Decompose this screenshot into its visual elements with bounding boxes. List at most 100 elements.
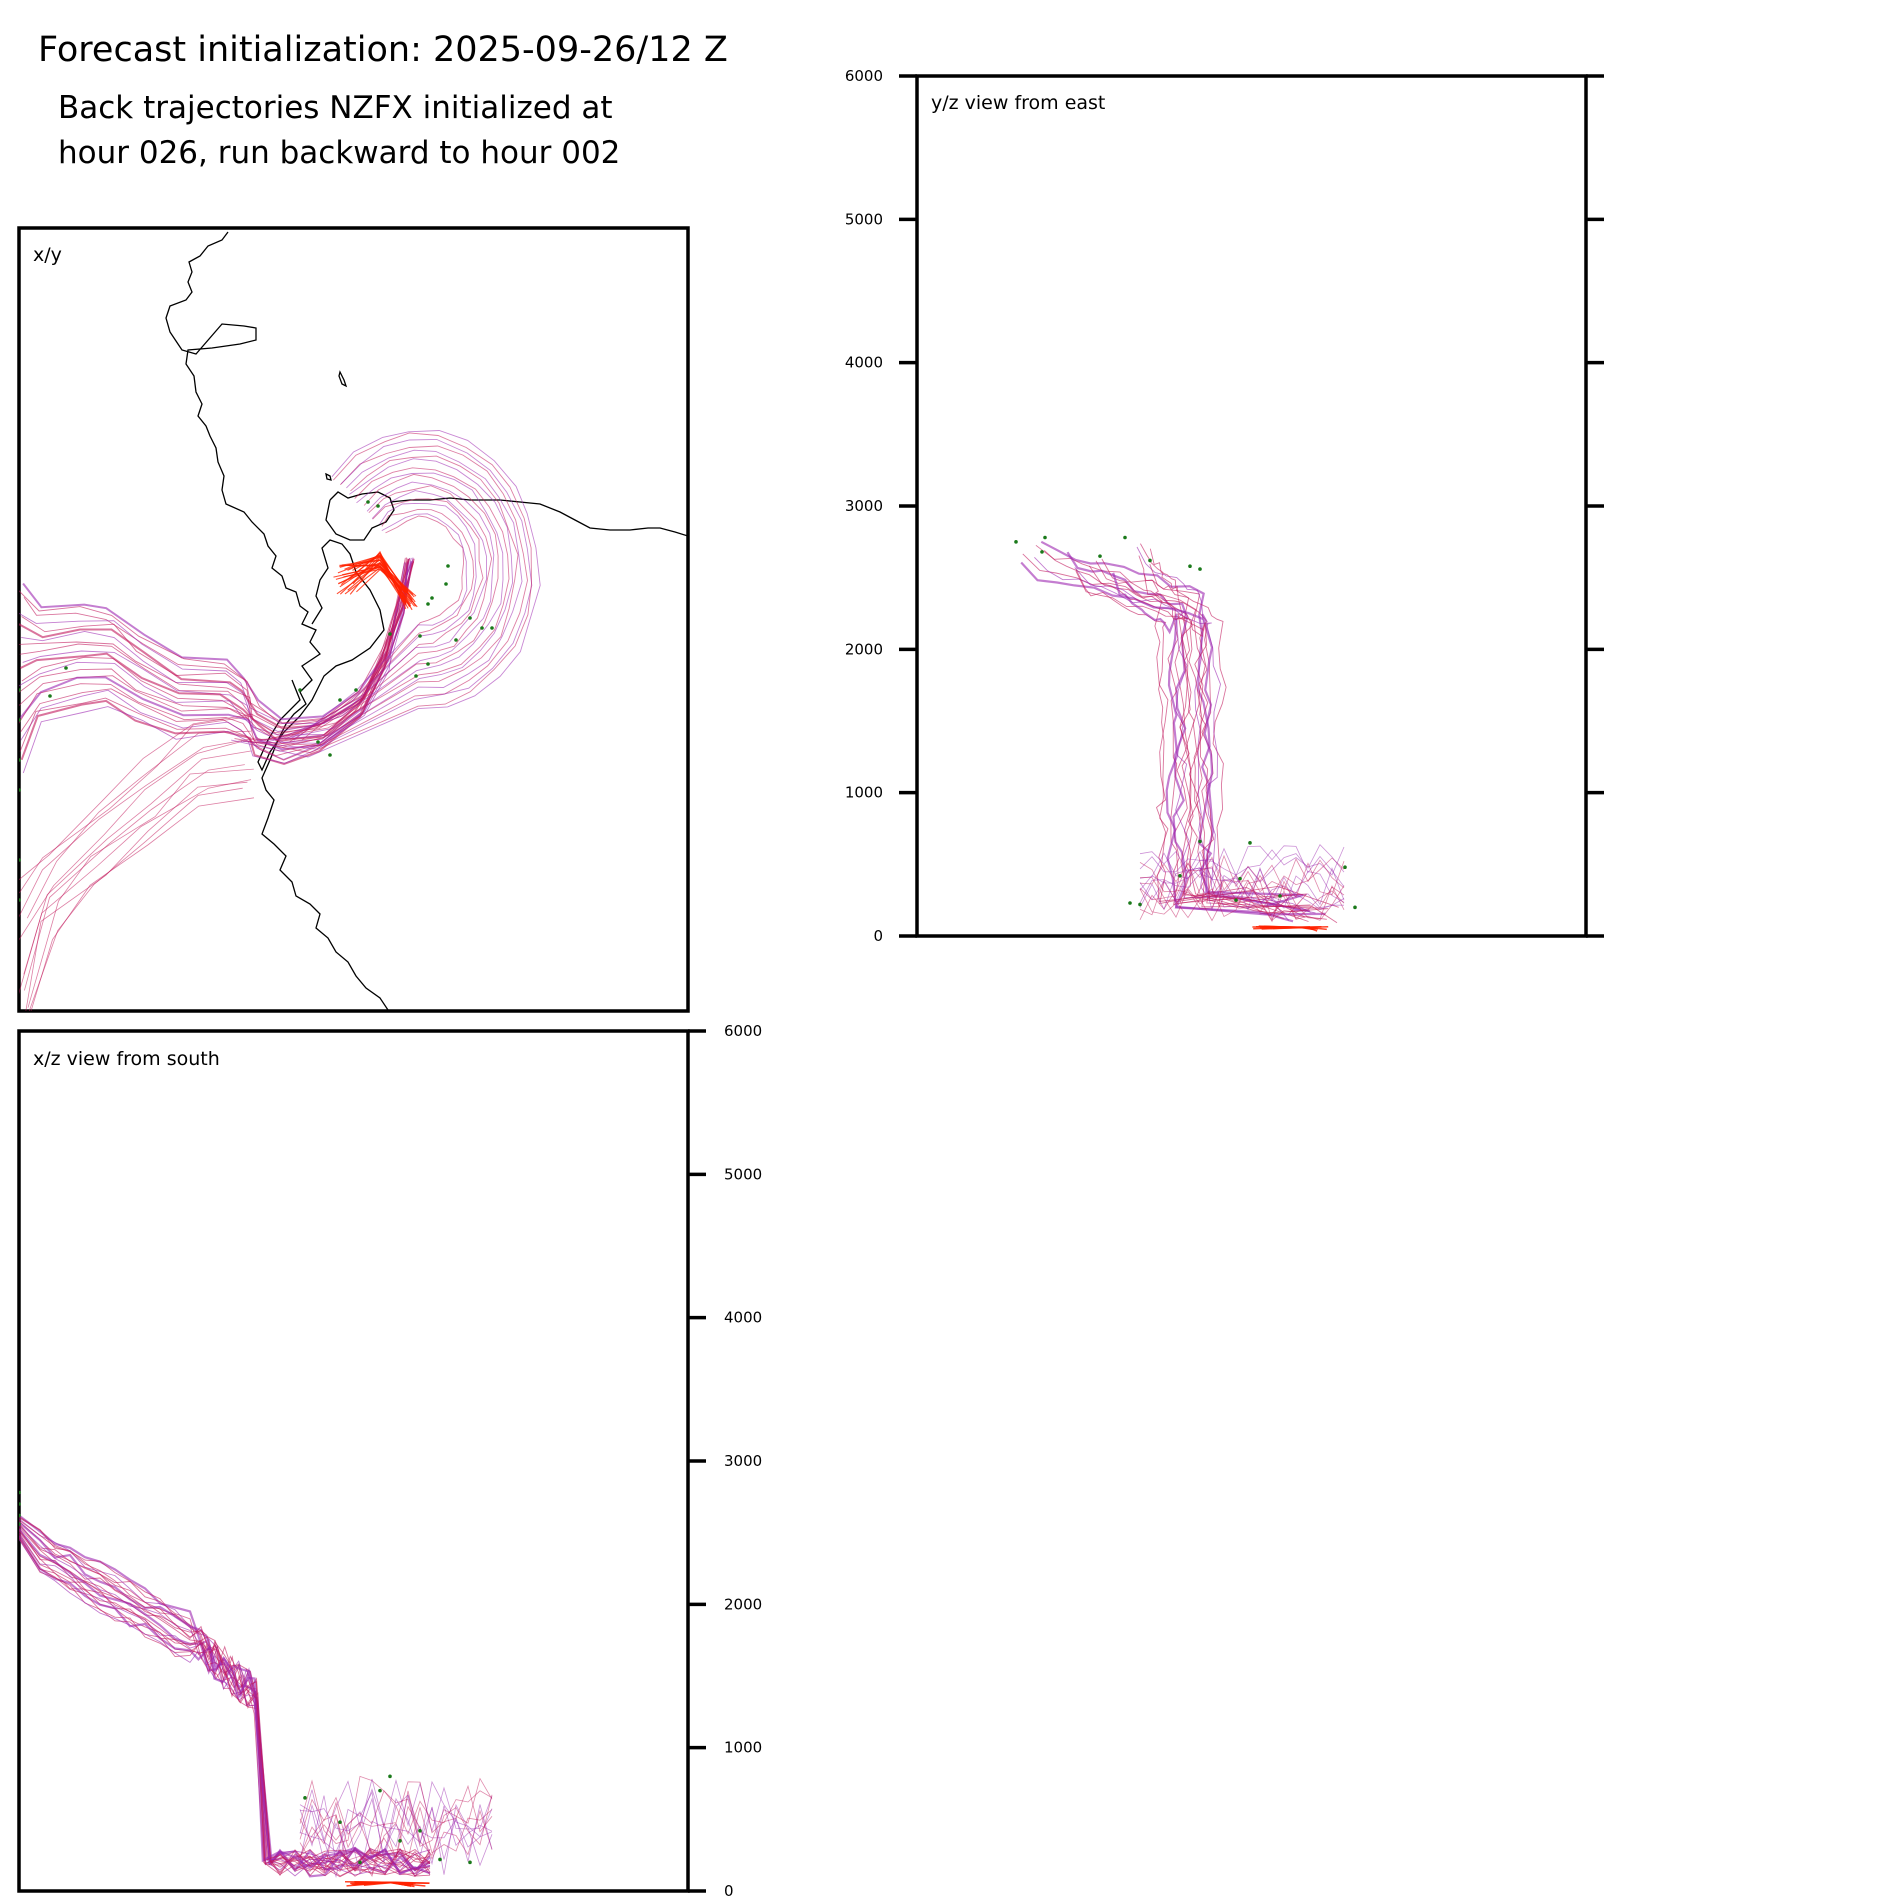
y-tick-label-6000: 6000: [845, 67, 883, 85]
xy-trajectory-start-21: [338, 565, 409, 595]
xy-trajectory-sw-5: [23, 750, 251, 975]
yz-endpoint-1: [1043, 535, 1047, 540]
xy-trajectory-sw-10: [28, 787, 243, 1011]
yz-lowband-7: [1139, 844, 1345, 884]
xz-trajectory-21: [19, 1539, 431, 1875]
xy-trajectory-sw-9: [25, 781, 248, 1011]
xy-trajectory-loop-6: [274, 485, 493, 742]
xy-trajectory-loop-0: [301, 515, 465, 741]
yz-trajectory-14: [1088, 565, 1309, 922]
yz-lowband-0: [1139, 879, 1345, 923]
xy-trajectory-loop-4: [285, 498, 484, 740]
xy-trajectory-sw-0: [19, 713, 253, 881]
xy-trajectories-loop: [231, 430, 541, 758]
yz-endpoint-7: [1198, 567, 1202, 571]
xy-trajectory-loop-9: [265, 472, 504, 743]
figure-title: Forecast initialization: 2025-09-26/12 Z: [38, 30, 728, 70]
yz-panel-frame: [915, 74, 1588, 938]
xy-trajectory-start-14: [339, 559, 411, 597]
xy-trajectory-west-16: [19, 561, 415, 752]
xz-panel: x/z view from south 0 1000 2000 3000 4000 500…: [17, 1022, 762, 1900]
xy-trajectory-loop-17: [231, 430, 541, 758]
yz-endpoint-16: [1198, 839, 1202, 844]
coastline-inlet: [257, 539, 385, 772]
xz-trajectory-8: [19, 1524, 431, 1877]
xz-trajectory-9: [19, 1525, 431, 1876]
yz-endpoint-13: [1353, 905, 1357, 910]
xz-panel-label: x/z view from south: [33, 1048, 220, 1070]
yz-axis-ticks: 0 1000 2000 3000 4000 5000 6000: [845, 67, 1604, 945]
yz-endpoints: [1014, 535, 1357, 910]
xy-trajectory-loop-16: [234, 432, 532, 754]
xy-trajectories-west: [19, 557, 415, 1011]
yz-endpoint-14: [1343, 865, 1347, 869]
yz-lowband-6: [1139, 854, 1345, 895]
xz-lowband-11: [299, 1780, 493, 1848]
xy-endpoints: [19, 500, 494, 902]
xz-endpoint-4: [303, 1796, 307, 1800]
xy-trajectory-loop-7: [273, 481, 495, 741]
yz-trajectory-19: [1143, 574, 1338, 924]
y-tick-label-4000: 4000: [724, 1309, 762, 1327]
y-tick-label-3000: 3000: [845, 497, 883, 515]
yz-trajectory-0: [1040, 540, 1310, 912]
xy-trajectory-west-20: [20, 558, 410, 766]
xy-endpoint-15: [468, 616, 472, 620]
xz-start-9: [354, 1881, 411, 1887]
xz-trajectory-18: [19, 1535, 431, 1876]
xz-endpoint-12: [418, 1829, 422, 1833]
xz-lowband-7: [299, 1797, 493, 1863]
xy-trajectory-sw-11: [30, 797, 255, 1011]
xz-trajectory-7: [19, 1523, 431, 1877]
xy-trajectory-loop-12: [250, 455, 519, 741]
xy-panel-label: x/y: [33, 244, 62, 266]
xz-endpoint-0: [19, 1490, 21, 1495]
xy-trajectory-sw-7: [27, 768, 254, 1008]
xy-trajectories-start: [333, 550, 418, 611]
island-mid: [325, 472, 332, 481]
xy-endpoint-23: [48, 694, 52, 698]
yz-endpoint-12: [1278, 894, 1282, 898]
yz-endpoint-6: [1188, 564, 1192, 568]
yz-endpoint-10: [1178, 874, 1182, 878]
y-tick-label-0: 0: [724, 1882, 734, 1900]
xy-endpoint-12: [490, 626, 494, 630]
yz-endpoint-8: [1234, 898, 1238, 902]
xy-endpoint-8: [354, 688, 358, 692]
xz-endpoint-5: [388, 1774, 392, 1779]
yz-trajectory-3: [1136, 546, 1290, 921]
xy-trajectory-west-7: [19, 557, 406, 735]
xy-endpoint-6: [418, 634, 422, 638]
xz-endpoints: [19, 1490, 472, 1865]
xz-trajectory-20: [19, 1538, 431, 1873]
yz-trajectory-16: [1075, 569, 1284, 920]
yz-start-9: [1253, 926, 1322, 930]
xz-endpoint-11: [398, 1839, 402, 1843]
xy-endpoint-3: [444, 582, 448, 586]
y-tick-label-2000: 2000: [845, 640, 883, 658]
yz-endpoint-2: [1040, 550, 1044, 554]
xy-endpoint-2: [446, 564, 450, 568]
xy-endpoint-26: [414, 674, 418, 678]
xy-endpoint-20: [19, 858, 21, 862]
xy-endpoint-22: [64, 666, 68, 670]
xz-endpoint-1: [19, 1502, 21, 1506]
y-tick-label-5000: 5000: [845, 210, 883, 228]
xy-trajectory-loop-15: [240, 438, 533, 750]
xz-endpoint-10: [358, 1860, 362, 1865]
xy-endpoint-7: [388, 632, 392, 636]
xz-trajectory-6: [19, 1521, 431, 1878]
coastline-north-east: [389, 497, 688, 537]
xy-trajectory-sw-2: [26, 730, 251, 919]
yz-endpoint-3: [1098, 554, 1102, 558]
xz-axis-ticks: 0 1000 2000 3000 4000 5000 6000: [688, 1022, 762, 1900]
xy-trajectory-start-22: [349, 556, 409, 609]
xz-lowband-8: [299, 1781, 493, 1840]
xy-endpoint-9: [338, 698, 342, 702]
yz-endpoint-17: [1128, 901, 1132, 905]
yz-endpoint-0: [1014, 540, 1018, 544]
xz-endpoint-6: [378, 1788, 382, 1793]
xy-trajectory-loop-3: [289, 502, 477, 740]
yz-trajectory-8: [1138, 555, 1265, 911]
xy-trajectory-loop-2: [289, 508, 475, 743]
